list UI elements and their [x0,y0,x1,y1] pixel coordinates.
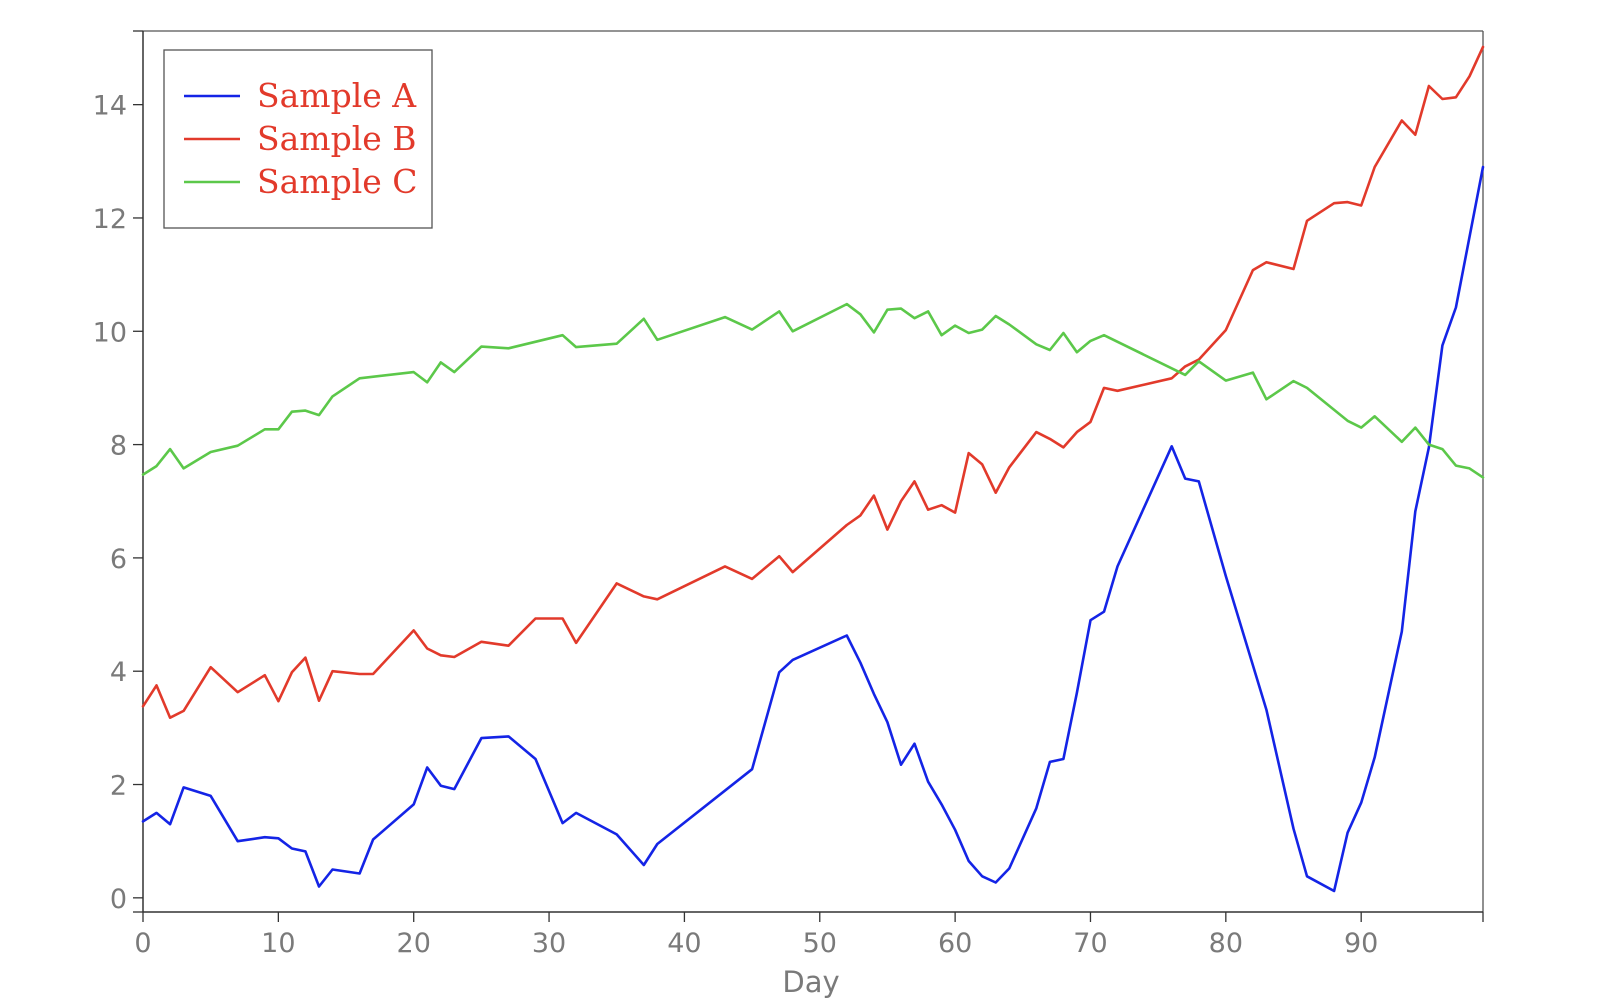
legend-label: Sample C [257,162,418,201]
x-tick-label: 20 [397,928,431,959]
series-line-sample-c [141,302,1485,479]
legend-label: Sample B [257,119,417,158]
x-tick-label: 30 [532,928,566,959]
x-axis-title: Day [782,965,839,999]
x-tick-label: 70 [1073,928,1107,959]
series-line-sample-a [141,165,1485,893]
series-layer [141,45,1485,893]
x-tick-label: 10 [261,928,295,959]
axes: 0 2 4 6 8 10 12 14 0 10 20 30 40 50 60 70 80 90 [93,30,1484,959]
y-tick-label: 0 [110,884,127,915]
y-tick-label: 2 [110,771,127,802]
y-tick-label: 10 [93,317,127,348]
y-tick-label: 14 [93,91,127,122]
series-line-sample-b [141,45,1485,719]
x-tick-label: 80 [1209,928,1243,959]
legend: Sample A Sample B Sample C [163,49,433,229]
x-tick-label: 60 [938,928,972,959]
x-tick-label: 40 [667,928,701,959]
x-tick-label: 50 [803,928,837,959]
legend-label: Sample A [257,76,417,115]
y-tick-label: 6 [110,544,127,575]
y-tick-label: 4 [110,657,127,688]
x-tick-label: 0 [134,928,151,959]
y-tick-label: 12 [93,204,127,235]
y-tick-label: 8 [110,431,127,462]
x-tick-label: 90 [1344,928,1378,959]
